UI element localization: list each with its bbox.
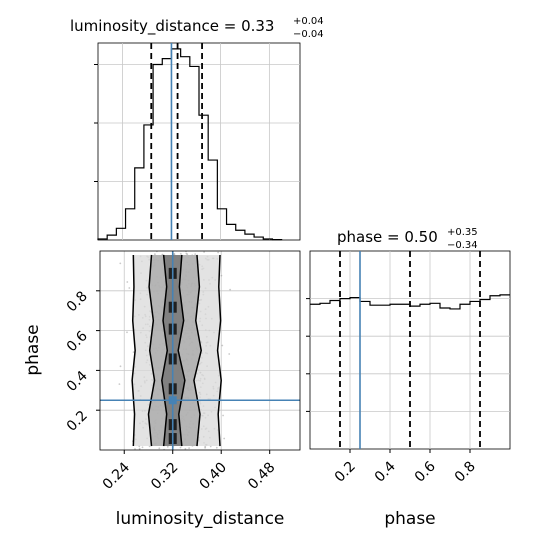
ld-title-median: 0.33 — [241, 17, 274, 35]
joint-point — [154, 253, 156, 256]
joint-truth-marker — [168, 396, 177, 405]
joint-point — [229, 288, 232, 291]
joint-y-label: phase — [23, 324, 43, 375]
phase-title-minus: −0.34 — [447, 240, 478, 251]
joint-point — [138, 447, 141, 450]
joint-point — [126, 281, 129, 283]
phase-x-tick-label-0: 0.2 — [332, 459, 359, 486]
joint-point — [173, 253, 176, 256]
joint-point — [215, 446, 218, 449]
joint-point — [220, 274, 223, 277]
joint-point — [126, 331, 128, 334]
joint-y-tick-label-3: 0.8 — [64, 288, 91, 315]
joint-point — [204, 446, 207, 449]
joint-density-bands — [132, 254, 222, 447]
phase-quantile-lines — [339, 251, 481, 449]
ld-quantile-lines — [150, 43, 203, 240]
joint-x-ticks: 0.24 0.32 0.40 0.48 — [100, 450, 279, 493]
phase-title-param: phase — [337, 228, 382, 246]
phase-title: phase = 0.50 — [337, 228, 438, 246]
joint-x-label: luminosity_distance — [116, 509, 285, 529]
phase-marginal-panel: 0.2 0.4 0.6 0.8 phase = 0.50 +0.35 −0.34 ph… — [306, 227, 511, 529]
joint-point — [209, 445, 212, 448]
joint-frame — [99, 250, 301, 451]
phase-marginal-grid — [310, 251, 510, 449]
joint-point — [173, 253, 176, 255]
phase-histogram-step — [310, 294, 510, 310]
joint-point — [204, 445, 207, 448]
joint-x-tick-label-0: 0.24 — [100, 459, 133, 492]
phase-marginal-frame — [309, 250, 511, 450]
joint-x-tick-label-3: 0.48 — [245, 460, 278, 493]
phase-title-plus: +0.35 — [447, 227, 478, 238]
joint-panel: 0.24 0.32 0.40 0.48 0.2 0.4 0.6 0.8 luminosity… — [23, 250, 301, 529]
joint-point — [221, 344, 224, 347]
phase-x-tick-label-2: 0.6 — [412, 458, 439, 485]
phase-x-tick-label-3: 0.8 — [452, 459, 479, 486]
ld-marginal-y-ticks — [94, 64, 98, 182]
ld-title-plus: +0.04 — [293, 16, 324, 27]
joint-point — [217, 251, 220, 254]
joint-point — [185, 252, 188, 255]
joint-y-tick-label-0: 0.2 — [64, 408, 91, 435]
joint-point — [188, 447, 191, 449]
joint-point — [141, 446, 144, 449]
ld-marginal-frame — [97, 42, 301, 241]
joint-point — [128, 287, 131, 289]
joint-point — [118, 383, 121, 385]
joint-point — [186, 253, 189, 256]
phase-x-ticks: 0.2 0.4 0.6 0.8 — [332, 449, 479, 486]
joint-point — [222, 414, 225, 417]
joint-point — [166, 445, 169, 448]
joint-point — [228, 353, 231, 355]
joint-contour-right-0 — [216, 254, 222, 447]
joint-point — [184, 448, 187, 450]
joint-contours — [131, 254, 222, 447]
joint-point — [203, 251, 206, 253]
ld-marginal-panel: luminosity_distance = 0.33 +0.04 −0.04 — [70, 16, 324, 241]
joint-point — [119, 365, 122, 368]
joint-point — [223, 437, 226, 440]
ld-title: luminosity_distance = 0.33 — [70, 17, 274, 36]
joint-contour-right-1 — [193, 254, 202, 447]
ld-histogram-step — [97, 48, 283, 241]
phase-title-median: 0.50 — [404, 228, 437, 246]
joint-point — [161, 253, 164, 256]
joint-point — [119, 262, 122, 265]
phase-x-tick-label-1: 0.4 — [372, 458, 399, 485]
ld-title-param: luminosity_distance — [70, 17, 219, 36]
joint-contour-left-1 — [147, 254, 156, 447]
joint-point — [132, 351, 135, 353]
joint-point — [194, 253, 197, 256]
ld-title-minus: −0.04 — [293, 29, 324, 40]
joint-x-tick-label-2: 0.40 — [197, 460, 230, 493]
joint-contour-left-0 — [131, 254, 136, 447]
joint-point — [179, 446, 182, 449]
joint-point — [158, 447, 161, 450]
joint-contour-left-2 — [161, 254, 169, 447]
joint-x-tick-label-1: 0.32 — [148, 460, 181, 493]
joint-point — [134, 448, 136, 450]
phase-x-label: phase — [384, 509, 435, 529]
joint-y-tick-label-1: 0.4 — [64, 368, 91, 395]
joint-contour-right-2 — [177, 254, 186, 447]
phase-marginal-y-ticks — [306, 298, 310, 412]
joint-point — [179, 252, 182, 255]
joint-y-ticks: 0.2 0.4 0.6 0.8 — [64, 288, 100, 435]
joint-y-tick-label-2: 0.6 — [64, 328, 91, 355]
